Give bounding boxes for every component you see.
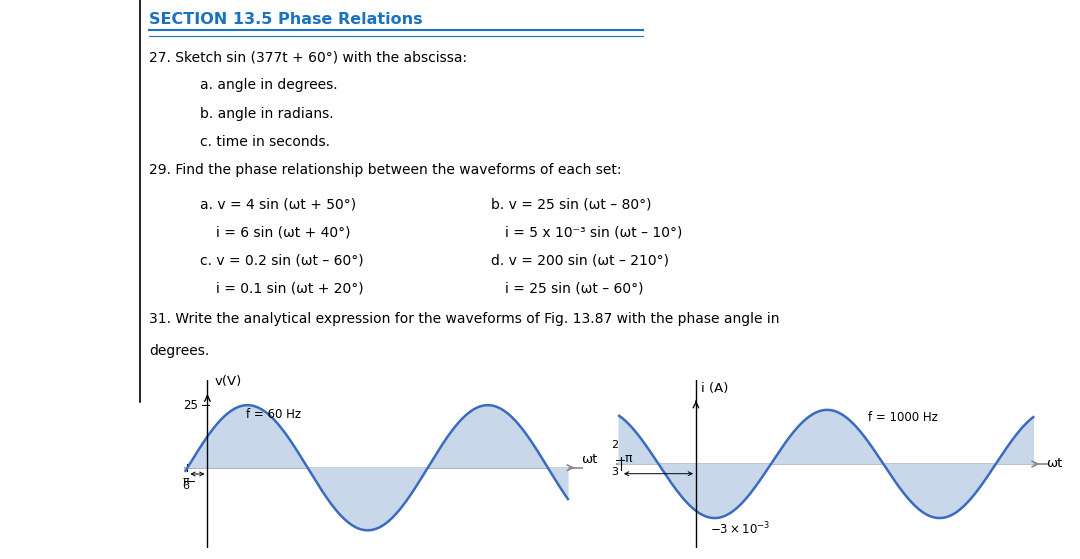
Text: ωt: ωt (581, 453, 597, 466)
Text: b. v = 25 sin (ωt – 80°): b. v = 25 sin (ωt – 80°) (491, 197, 652, 211)
Text: f = 1000 Hz: f = 1000 Hz (867, 411, 937, 424)
Text: c. time in seconds.: c. time in seconds. (200, 135, 329, 149)
Text: i = 0.1 sin (ωt + 20°): i = 0.1 sin (ωt + 20°) (216, 282, 364, 296)
Text: 29. Find the phase relationship between the waveforms of each set:: 29. Find the phase relationship between … (149, 163, 622, 177)
Text: π: π (624, 452, 632, 465)
Text: SECTION 13.5 Phase Relations: SECTION 13.5 Phase Relations (149, 12, 422, 27)
Text: 27. Sketch sin (377t + 60°) with the abscissa:: 27. Sketch sin (377t + 60°) with the abs… (149, 50, 468, 64)
Text: f = 60 Hz: f = 60 Hz (245, 408, 301, 421)
Text: $-3 \times 10^{-3}$: $-3 \times 10^{-3}$ (711, 521, 770, 537)
Text: degrees.: degrees. (149, 344, 210, 358)
Text: 6: 6 (183, 481, 189, 491)
Text: i (A): i (A) (701, 382, 729, 395)
Text: 2: 2 (611, 440, 618, 451)
Text: a. v = 4 sin (ωt + 50°): a. v = 4 sin (ωt + 50°) (200, 197, 356, 211)
Text: 3: 3 (611, 467, 618, 477)
Text: π: π (183, 476, 189, 486)
Text: v(V): v(V) (214, 375, 242, 387)
Text: a. angle in degrees.: a. angle in degrees. (200, 78, 337, 92)
Text: d. v = 200 sin (ωt – 210°): d. v = 200 sin (ωt – 210°) (491, 254, 670, 268)
Text: 25: 25 (183, 399, 198, 411)
Text: ωt: ωt (1045, 457, 1063, 471)
Text: i = 5 x 10⁻³ sin (ωt – 10°): i = 5 x 10⁻³ sin (ωt – 10°) (505, 225, 683, 239)
Text: 31. Write the analytical expression for the waveforms of Fig. 13.87 with the pha: 31. Write the analytical expression for … (149, 312, 780, 326)
Text: i = 6 sin (ωt + 40°): i = 6 sin (ωt + 40°) (216, 225, 351, 239)
Text: i = 25 sin (ωt – 60°): i = 25 sin (ωt – 60°) (505, 282, 644, 296)
Text: b. angle in radians.: b. angle in radians. (200, 107, 334, 121)
Text: c. v = 0.2 sin (ωt – 60°): c. v = 0.2 sin (ωt – 60°) (200, 254, 364, 268)
